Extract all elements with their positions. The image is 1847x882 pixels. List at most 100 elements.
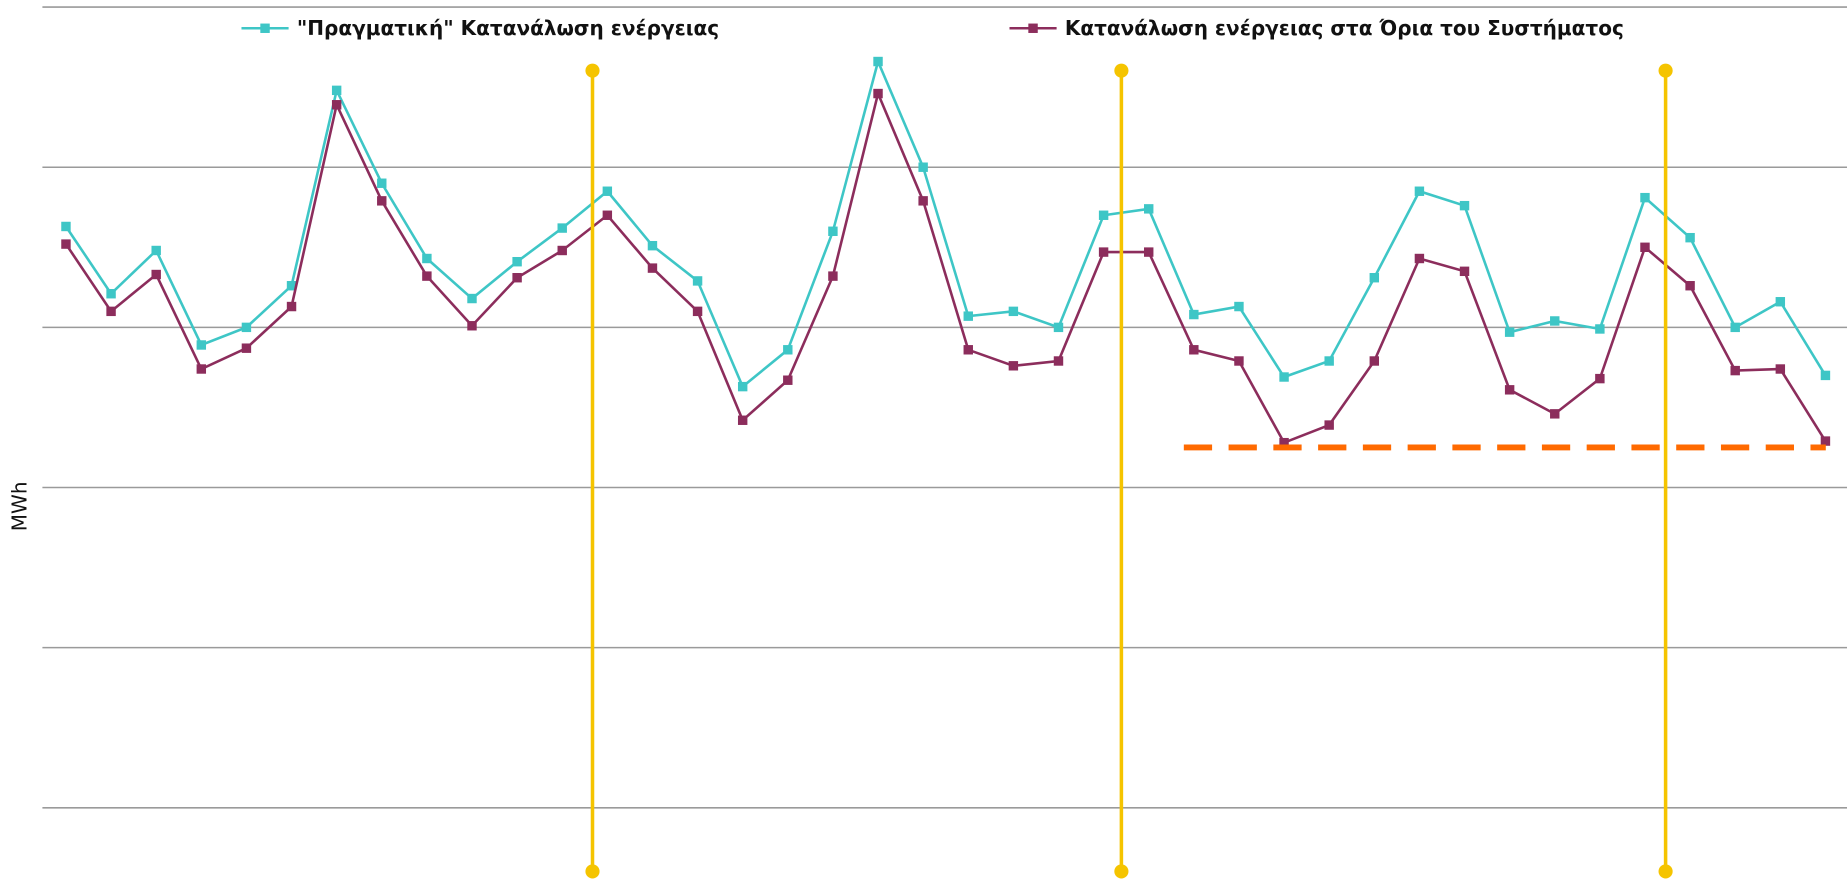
series-line [64,89,1827,445]
data-point [602,210,613,220]
data-point [1550,316,1560,326]
data-point [512,256,522,267]
data-point [1324,356,1334,366]
data-point [557,223,567,233]
data-point [1459,200,1470,211]
data-point [692,306,703,317]
data-point [196,364,207,374]
data-point [1775,297,1786,307]
data-point [1730,365,1740,376]
data-point [377,196,387,206]
data-point [1279,372,1289,382]
legend-label: "Πραγματική" Κατανάλωση ενέργειας [297,16,719,40]
data-point [331,85,342,96]
data-point [1189,345,1199,355]
data-point [1820,370,1831,381]
data-point [1369,273,1380,283]
legend: "Πραγματική" Κατανάλωση ενέργειας Κατανάλ… [223,11,1685,50]
period-dot [1658,63,1673,78]
data-point [1595,373,1605,384]
period-markers [585,63,1673,879]
data-point [1008,361,1019,371]
data-point [557,245,567,256]
data-point [286,301,297,312]
data-point [512,273,522,283]
data-point [1685,281,1695,291]
data-point [467,293,477,304]
data-point [692,276,703,286]
data-point [873,88,883,99]
data-point [783,375,793,385]
data-point [828,271,838,281]
data-point [963,345,973,355]
data-point [422,271,432,281]
data-point [1504,327,1515,337]
data-point [151,269,161,280]
data-point [1685,232,1695,243]
data-point [196,340,207,350]
period-dot [1114,864,1129,879]
plot-area [61,56,1831,448]
data-point [963,311,973,321]
period-dot [1658,864,1673,879]
data-point [737,415,748,425]
data-point [1098,210,1109,220]
data-point [1640,242,1650,252]
period-dot [585,864,600,879]
data-point [241,343,252,353]
legend-swatch-marker [260,23,270,33]
data-point [1820,436,1831,446]
data-point [828,226,838,236]
data-point [1053,356,1064,366]
data-point [737,381,748,392]
data-point [1775,364,1786,374]
legend-background [223,11,1685,50]
data-point [106,306,116,317]
data-point [1414,186,1425,196]
y-axis-label: MWh [8,481,32,531]
data-point [1234,301,1244,312]
data-point [602,186,613,196]
data-point [1144,204,1154,214]
data-point [151,245,161,256]
data-point [647,263,658,273]
series-line [64,57,1827,389]
data-point [1279,437,1289,448]
data-point [873,56,883,67]
data-point [783,345,793,355]
data-point [241,322,252,333]
data-point [1324,420,1334,430]
legend-swatch-marker [1028,23,1038,33]
data-point [106,289,116,299]
data-point [1414,253,1425,264]
data-point [1595,324,1605,334]
data-point [1144,247,1154,257]
legend-label: Κατανάλωση ενέργειας στα Όρια του Συστήμ… [1065,16,1624,40]
data-point [1053,322,1064,333]
data-point [918,196,928,206]
data-point [1189,309,1199,320]
data-point [1550,409,1560,419]
data-point [1640,192,1650,203]
period-dot [1114,63,1129,78]
data-point [918,162,928,172]
data-point [422,253,432,264]
data-point [377,178,387,188]
data-point [61,221,71,232]
data-point [1098,247,1109,257]
data-point [1504,385,1515,395]
data-point [286,281,297,291]
period-dot [585,63,600,78]
grid [42,6,1847,809]
data-point [1008,306,1019,317]
data-point [647,240,658,251]
data-point [467,321,477,331]
data-point [1369,356,1380,366]
data-point [61,239,71,249]
data-point [1730,322,1740,333]
data-point [1234,356,1244,366]
data-point [331,100,342,110]
data-point [1459,266,1470,277]
